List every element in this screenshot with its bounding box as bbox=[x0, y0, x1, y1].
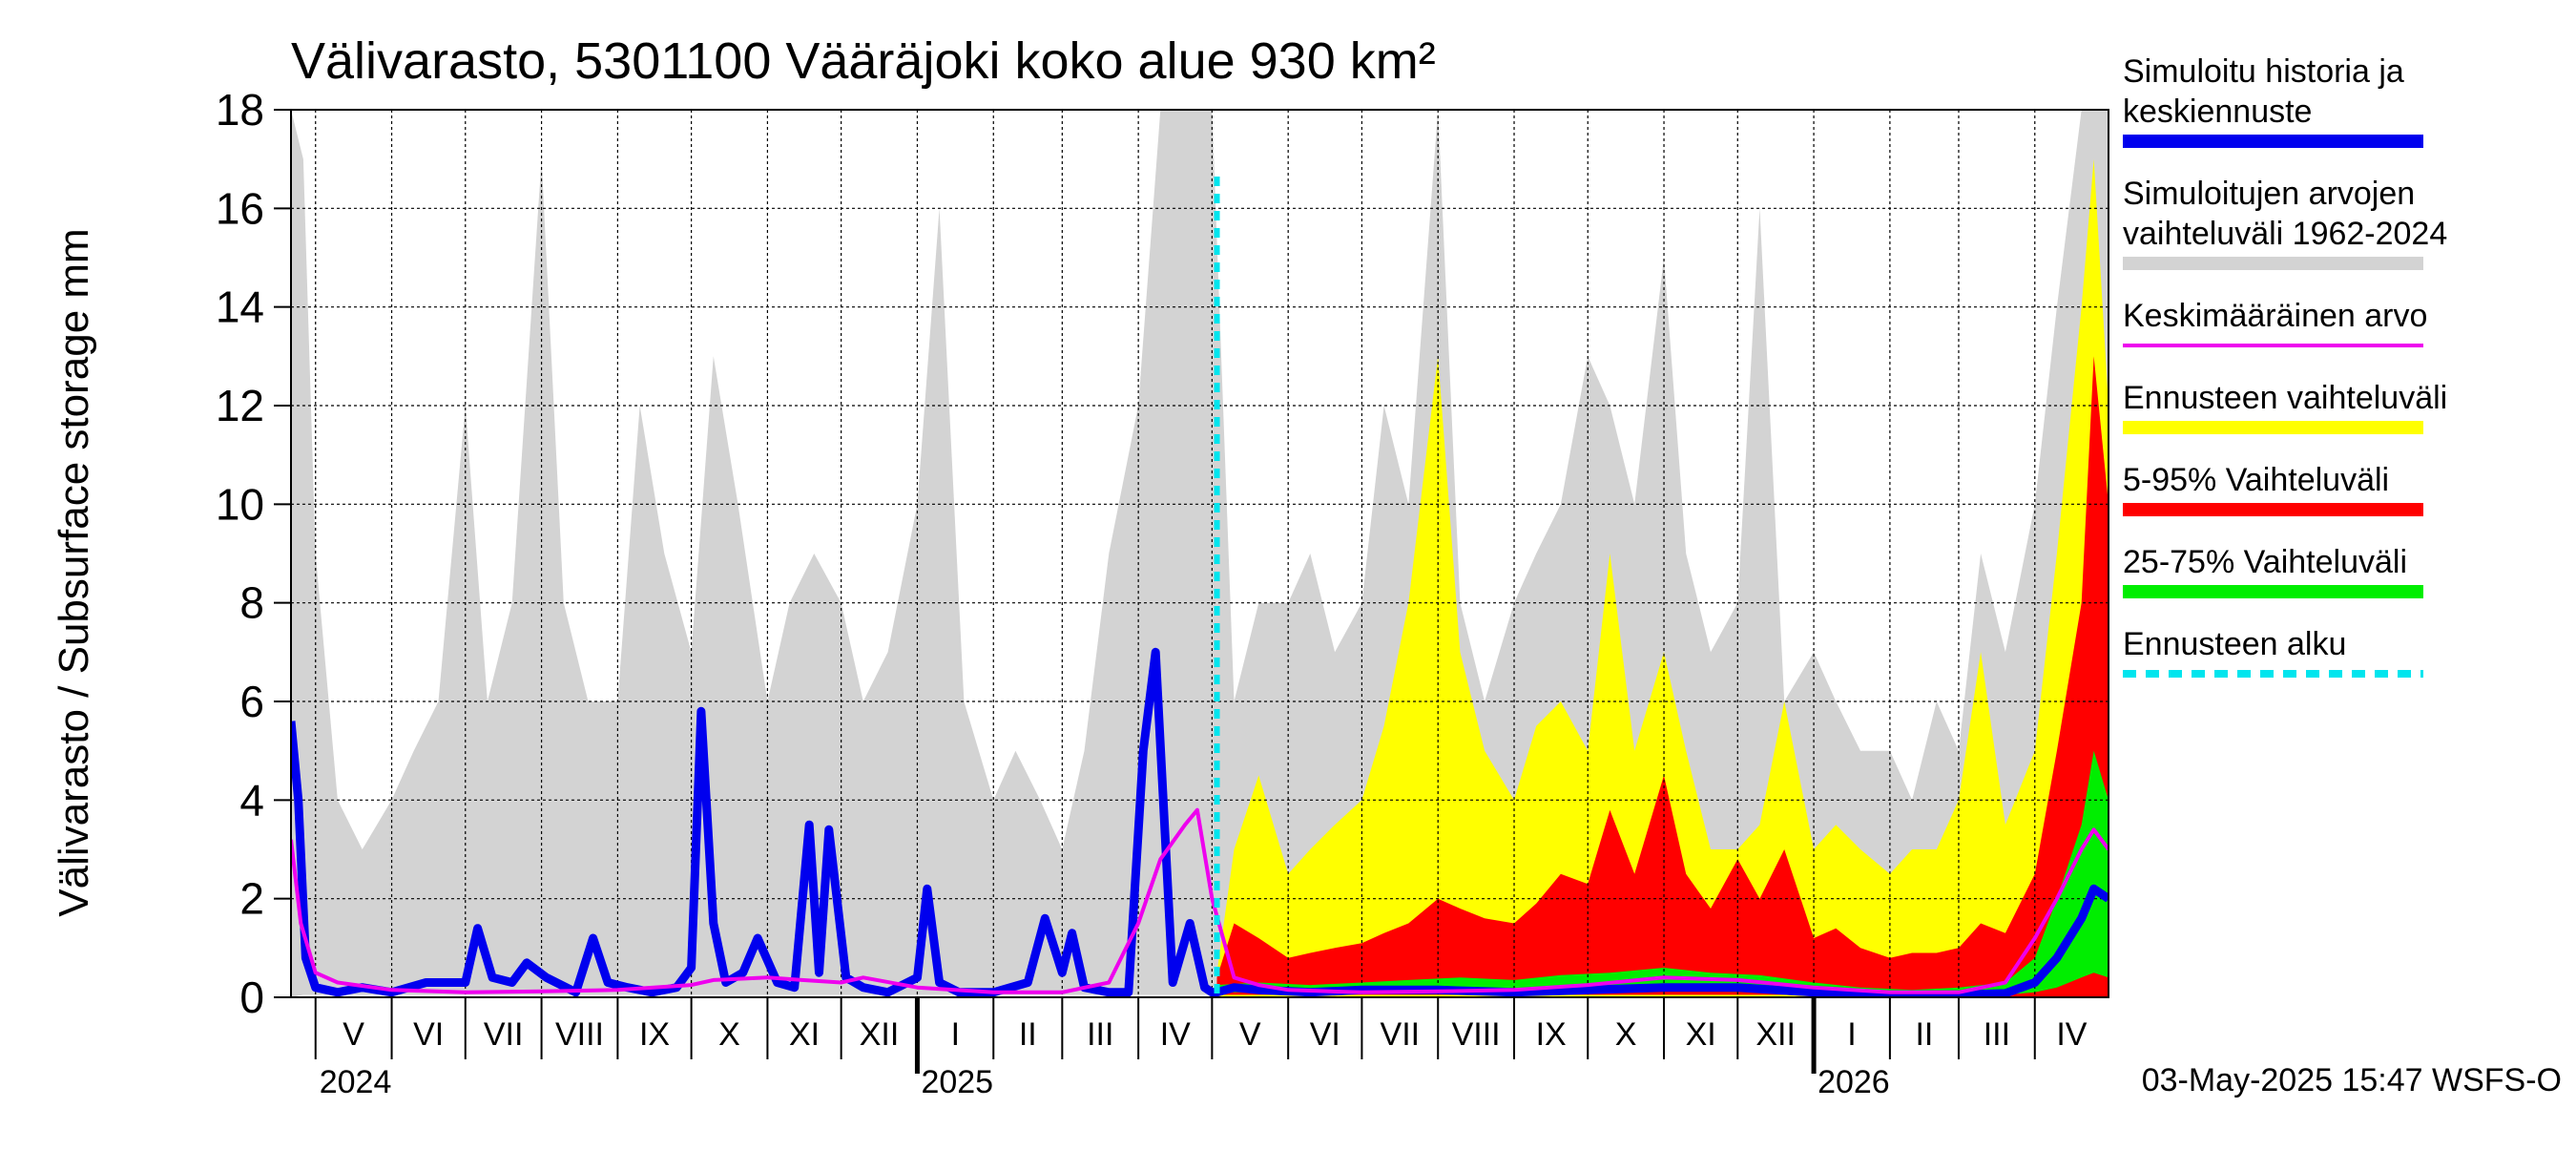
y-tick-label: 0 bbox=[239, 972, 264, 1022]
plot-area bbox=[291, 110, 2109, 997]
x-month-label: IX bbox=[1536, 1016, 1567, 1053]
x-month-label: IX bbox=[639, 1016, 670, 1053]
legend-label-0: keskiennuste bbox=[2123, 94, 2312, 130]
x-month-label: IV bbox=[1160, 1016, 1191, 1053]
x-month-label: I bbox=[1847, 1016, 1856, 1053]
legend-label-4: 5-95% Vaihteluväli bbox=[2123, 462, 2389, 498]
x-month-label: XI bbox=[1686, 1016, 1716, 1053]
x-month-label: VIII bbox=[1452, 1016, 1501, 1053]
x-month-label: III bbox=[1087, 1016, 1113, 1053]
legend-label-1: Simuloitujen arvojen bbox=[2123, 176, 2415, 212]
legend-label-5: 25-75% Vaihteluväli bbox=[2123, 544, 2407, 580]
legend-label-3: Ennusteen vaihteluväli bbox=[2123, 380, 2447, 416]
x-month-label: II bbox=[1915, 1016, 1933, 1053]
x-month-label: III bbox=[1984, 1016, 2010, 1053]
x-month-label: XII bbox=[1755, 1016, 1796, 1053]
x-month-label: V bbox=[1239, 1016, 1261, 1053]
y-tick-label: 8 bbox=[239, 578, 264, 628]
x-month-label: XI bbox=[789, 1016, 820, 1053]
y-tick-label: 2 bbox=[239, 874, 264, 924]
x-month-label: X bbox=[1615, 1016, 1637, 1053]
y-axis-label: Välivarasto / Subsurface storage mm bbox=[51, 228, 97, 916]
band-series-1 bbox=[1216, 158, 2109, 997]
band-series-2 bbox=[1216, 356, 2109, 996]
legend-label-6: Ennusteen alku bbox=[2123, 626, 2346, 662]
x-month-label: X bbox=[718, 1016, 740, 1053]
x-month-label: VII bbox=[484, 1016, 524, 1053]
y-tick-label: 16 bbox=[216, 183, 264, 233]
x-year-label: 2024 bbox=[320, 1064, 392, 1100]
x-month-label: IV bbox=[2056, 1016, 2087, 1053]
y-tick-label: 18 bbox=[216, 85, 264, 135]
plot-frame bbox=[290, 109, 2109, 998]
legend: Simuloitu historia ja keskiennuste Simuloi… bbox=[2123, 53, 2447, 678]
y-tick-label: 10 bbox=[216, 479, 264, 529]
plot-content bbox=[291, 110, 2109, 997]
legend-label-1: vaihteluväli 1962-2024 bbox=[2123, 216, 2447, 252]
x-year-label: 2026 bbox=[1818, 1064, 1890, 1100]
chart-title: Välivarasto, 5301100 Vääräjoki koko alue… bbox=[291, 32, 1436, 90]
x-month-label: VII bbox=[1381, 1016, 1421, 1053]
line-series-5 bbox=[291, 807, 2109, 994]
x-month-label: XII bbox=[860, 1016, 900, 1053]
x-year-label: 2025 bbox=[921, 1064, 993, 1100]
line-series-4 bbox=[291, 647, 2109, 997]
footer-timestamp: 03-May-2025 15:47 WSFS-O bbox=[2142, 1062, 2562, 1098]
y-tick-label: 4 bbox=[239, 775, 264, 825]
x-month-label: VI bbox=[413, 1016, 444, 1053]
x-month-label: VI bbox=[1310, 1016, 1340, 1053]
x-month-label: II bbox=[1019, 1016, 1037, 1053]
y-tick-label: 6 bbox=[239, 677, 264, 726]
y-tick-label: 12 bbox=[216, 381, 264, 430]
x-month-label: V bbox=[343, 1016, 364, 1053]
legend-label-2: Keskimääräinen arvo bbox=[2123, 298, 2427, 334]
y-tick-label: 14 bbox=[216, 282, 264, 332]
x-month-label: I bbox=[951, 1016, 960, 1053]
x-month-label: VIII bbox=[555, 1016, 604, 1053]
legend-label-0: Simuloitu historia ja bbox=[2123, 53, 2404, 90]
